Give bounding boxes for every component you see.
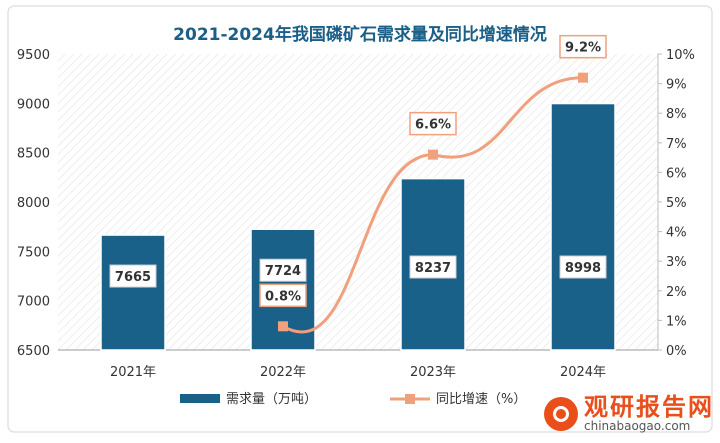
- y-right-tick-label: 10%: [666, 48, 695, 63]
- eye-logo-icon: [544, 397, 578, 432]
- x-tick-label: 2021年: [110, 365, 156, 380]
- growth-point: [428, 149, 438, 160]
- growth-label: 0.8%: [265, 289, 301, 304]
- bar-label-box: [409, 255, 457, 279]
- y-right-tick-label: 5%: [666, 196, 687, 211]
- watermark-logo: 观研报告网 chinabaogao.com: [544, 395, 714, 433]
- watermark-text: 观研报告网 chinabaogao.com: [584, 395, 714, 433]
- y-left-tick-label: 8500: [17, 147, 50, 162]
- y-right-tick-label: 1%: [666, 314, 687, 329]
- chart-title: 2021-2024年我国磷矿石需求量及同比增速情况: [173, 24, 547, 45]
- bar-label: 7724: [265, 264, 301, 279]
- watermark-en: chinabaogao.com: [584, 419, 691, 434]
- y-right-tick-label: 0%: [666, 344, 687, 359]
- growth-label: 6.6%: [415, 118, 451, 133]
- y-right-tick-label: 9%: [666, 78, 687, 93]
- legend-line-label: 同比增速（%）: [436, 392, 526, 407]
- y-right-tick-label: 7%: [666, 137, 687, 152]
- bar-label: 8998: [565, 261, 601, 276]
- growth-line: [282, 76, 584, 334]
- y-left-tick-label: 9000: [17, 97, 50, 112]
- legend-line-marker: [405, 394, 415, 404]
- bar-label-box: [559, 255, 607, 279]
- growth-point: [278, 321, 288, 332]
- growth-label: 9.2%: [565, 41, 601, 56]
- y-left-tick-label: 7500: [17, 245, 50, 260]
- bar-label-box: [109, 264, 157, 288]
- legend-bar-label: 需求量（万吨）: [226, 392, 317, 407]
- y-right-tick-label: 3%: [666, 255, 687, 270]
- bar-label: 7665: [115, 270, 151, 285]
- bar: [100, 234, 166, 351]
- y-left-tick-label: 9500: [17, 48, 50, 63]
- y-right-tick-label: 8%: [666, 107, 687, 122]
- y-right-tick-label: 4%: [666, 226, 687, 241]
- bar-label: 8237: [415, 261, 451, 276]
- y-left-tick-label: 8000: [17, 196, 50, 211]
- y-left-tick-label: 6500: [17, 344, 50, 359]
- x-tick-label: 2023年: [410, 365, 456, 380]
- growth-label-box: [259, 283, 307, 308]
- bar-label-box: [259, 258, 307, 282]
- growth-label-box: [559, 34, 607, 59]
- x-tick-label: 2022年: [260, 365, 306, 380]
- x-tick-label: 2024年: [560, 365, 606, 380]
- y-right-tick-label: 2%: [666, 285, 687, 300]
- growth-label-box: [409, 111, 457, 136]
- watermark-cn: 观研报告网: [584, 393, 714, 422]
- legend-bar-swatch: [180, 394, 220, 403]
- y-left-tick-label: 7000: [17, 295, 50, 310]
- y-right-tick-label: 6%: [666, 166, 687, 181]
- growth-point: [578, 72, 588, 83]
- bar: [550, 102, 616, 351]
